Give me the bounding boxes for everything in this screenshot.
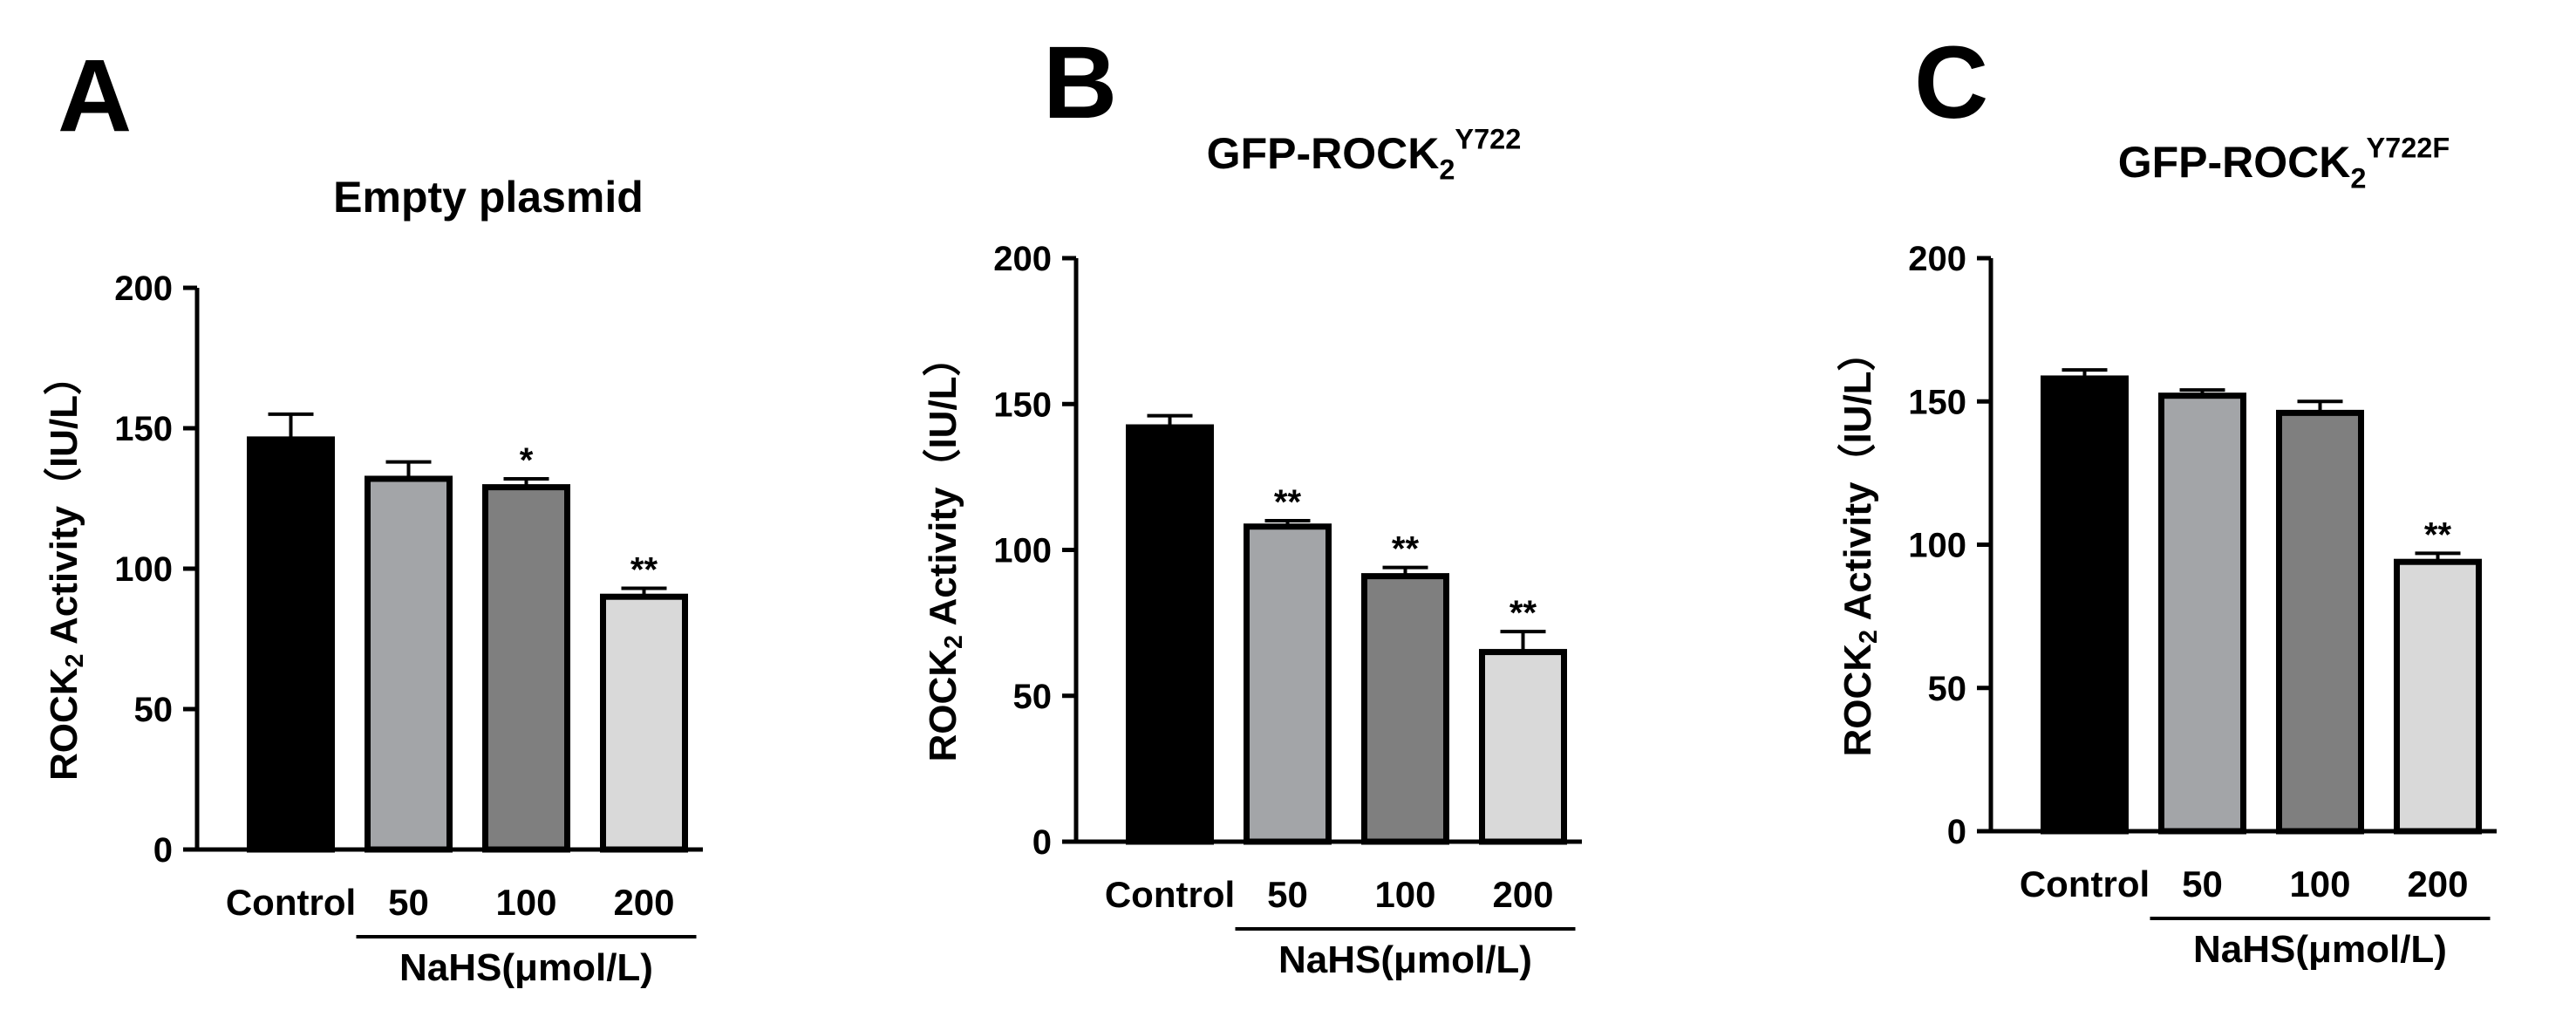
significance-label: ** xyxy=(1392,530,1420,569)
x-tick-label: 100 xyxy=(1374,874,1435,915)
y-tick-label: 200 xyxy=(993,240,1052,278)
y-tick-label: 200 xyxy=(1908,240,1966,278)
significance-label: ** xyxy=(1509,594,1537,632)
bar xyxy=(1126,424,1214,845)
bar xyxy=(1361,573,1449,845)
x-tick-label: 200 xyxy=(2407,863,2468,904)
x-tick-label: 50 xyxy=(1267,874,1308,915)
x-tick-label: 100 xyxy=(2289,863,2350,904)
group-label: NaHS(μmol/L) xyxy=(1278,938,1532,981)
y-tick-label: 200 xyxy=(114,270,173,308)
x-tick-label: 200 xyxy=(613,882,674,923)
significance-label: ** xyxy=(2424,515,2452,554)
y-tick-label: 50 xyxy=(1928,670,1967,708)
x-tick-label: 200 xyxy=(1492,874,1553,915)
y-axis-label-text: ROCK xyxy=(43,667,85,781)
y-axis-label: ROCK2 Activity（IU/L） xyxy=(1837,332,1883,756)
y-tick-label: 150 xyxy=(1908,383,1966,421)
y-tick-label: 150 xyxy=(114,410,173,448)
y-tick-label: 150 xyxy=(993,386,1052,424)
chart-panel: A Empty plasmid ROCK2 Activity（IU/L） 0 50 100… xyxy=(43,38,703,989)
group-label: NaHS(μmol/L) xyxy=(2193,928,2447,971)
bar xyxy=(247,436,335,853)
x-tick-label: 50 xyxy=(388,882,429,923)
y-tick-label: 100 xyxy=(993,532,1052,570)
chart-title-superscript: Y722 xyxy=(1455,124,1521,155)
y-axis-label-text: ROCK xyxy=(922,649,964,762)
chart-title: GFP-ROCK2Y722 xyxy=(1207,124,1522,186)
y-axis-label-text: ROCK xyxy=(1837,644,1879,757)
x-tick-label: Control xyxy=(2020,863,2150,904)
chart-title-subscript: 2 xyxy=(2350,163,2366,194)
y-axis-label-subscript: 2 xyxy=(940,635,968,649)
chart-title-text: GFP-ROCK xyxy=(2118,138,2351,187)
y-axis-label-rest: Activity（IU/L） xyxy=(922,338,964,635)
chart-title-superscript: Y722F xyxy=(2366,133,2450,164)
panel-letter: B xyxy=(1043,25,1117,140)
chart-title-subscript: 2 xyxy=(1439,154,1455,186)
y-axis-label-subscript: 2 xyxy=(1855,630,1883,644)
chart-title-text: GFP-ROCK xyxy=(1207,129,1440,178)
significance-label: ** xyxy=(1274,483,1302,522)
bar xyxy=(482,484,570,853)
y-tick-label: 0 xyxy=(1032,823,1052,862)
y-axis-label-rest: Activity（IU/L） xyxy=(43,357,85,654)
y-axis-label-rest: Activity（IU/L） xyxy=(1837,332,1879,630)
y-tick-label: 100 xyxy=(1908,527,1966,565)
bar xyxy=(2394,558,2482,835)
x-tick-label: Control xyxy=(226,882,356,923)
y-axis-label-subscript: 2 xyxy=(61,654,89,668)
bar xyxy=(1244,523,1332,845)
significance-label: * xyxy=(520,441,534,480)
bar xyxy=(1479,649,1567,845)
x-tick-label: 100 xyxy=(495,882,556,923)
y-tick-label: 100 xyxy=(114,550,173,589)
bar xyxy=(2041,375,2129,835)
bar xyxy=(365,475,453,853)
y-tick-label: 0 xyxy=(1947,813,1966,851)
x-tick-label: Control xyxy=(1105,874,1235,915)
y-tick-label: 50 xyxy=(134,691,174,729)
chart-title-text: Empty plasmid xyxy=(333,173,644,222)
bar xyxy=(600,593,688,853)
group-label: NaHS(μmol/L) xyxy=(399,946,653,989)
chart-title: Empty plasmid xyxy=(333,173,644,222)
significance-label: ** xyxy=(630,551,658,590)
panel-letter: A xyxy=(58,38,132,154)
chart-title: GFP-ROCK2Y722F xyxy=(2118,133,2450,194)
bar xyxy=(2276,409,2364,835)
panel-letter: C xyxy=(1914,25,1988,140)
y-axis-label: ROCK2 Activity（IU/L） xyxy=(922,338,968,761)
x-tick-label: 50 xyxy=(2182,863,2223,904)
y-tick-label: 50 xyxy=(1013,678,1053,716)
y-tick-label: 0 xyxy=(153,831,173,870)
bar xyxy=(2158,392,2246,835)
y-axis-label: ROCK2 Activity（IU/L） xyxy=(43,357,89,781)
